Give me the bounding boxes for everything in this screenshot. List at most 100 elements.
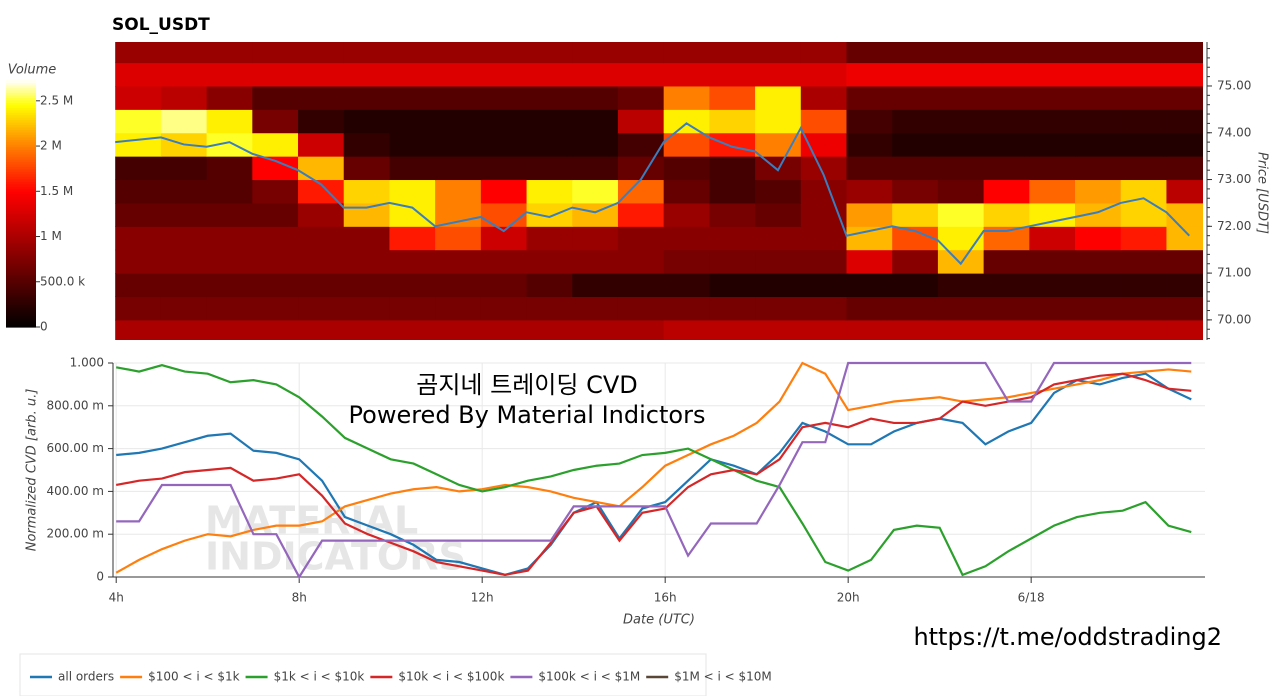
heatmap-cell (663, 319, 710, 340)
heatmap-cell (1029, 156, 1076, 181)
colorbar-step (6, 299, 36, 303)
heatmap-cell (846, 85, 893, 110)
y-tick-label: 74.00 (1217, 125, 1251, 139)
heatmap-cell (343, 273, 390, 297)
heatmap-cell (1166, 85, 1203, 110)
heatmap-cell (892, 109, 939, 134)
heatmap-cell (892, 42, 939, 64)
heatmap-cell (572, 62, 619, 87)
heatmap-cell (755, 132, 802, 157)
heatmap-cell (343, 85, 390, 110)
colorbar-step (6, 215, 36, 219)
heatmap-cell (526, 42, 573, 64)
heatmap-cell (526, 85, 573, 110)
colorbar-step (6, 220, 36, 224)
heatmap-cell (526, 156, 573, 181)
heatmap-cell (663, 109, 710, 134)
colorbar-step (6, 186, 36, 190)
heatmap-cell (755, 42, 802, 64)
colorbar-title: Volume (8, 63, 57, 78)
heatmap-cell (572, 249, 619, 274)
heatmap-cell (663, 226, 710, 251)
heatmap-cell (663, 62, 710, 87)
heatmap-cell (617, 62, 665, 87)
heatmap-cell (1120, 156, 1167, 181)
heatmap-cell (755, 226, 802, 251)
heatmap-cell (892, 249, 939, 274)
colorbar-step (6, 156, 36, 160)
heatmap-cell (800, 42, 847, 64)
colorbar-step (6, 317, 36, 321)
heatmap-cell (435, 296, 482, 321)
legend-label: $10k < i < $100k (398, 670, 504, 684)
heatmap-cell (846, 273, 893, 297)
y-tick-label: 0 (96, 570, 104, 584)
legend-label: $1M < i < $10M (674, 670, 772, 684)
heatmap-cell (572, 85, 619, 110)
heatmap-cell (115, 109, 162, 134)
heatmap-cell (937, 42, 985, 64)
colorbar-step (6, 297, 36, 301)
colorbar-step (6, 314, 36, 318)
heatmap-cell (1166, 179, 1203, 204)
heatmap-cell (160, 42, 208, 64)
heatmap-cell (663, 42, 710, 64)
heatmap-cell (1166, 226, 1203, 251)
heatmap-cell (252, 202, 299, 227)
colorbar-step (6, 136, 36, 140)
heatmap-cell (709, 202, 756, 227)
colorbar-step (6, 92, 36, 96)
heatmap-cell (1029, 319, 1076, 340)
y-tick-label: 75.00 (1217, 78, 1251, 92)
x-tick-label: 16h (654, 591, 677, 605)
heatmap-cell (663, 156, 710, 181)
heatmap-cell (983, 296, 1030, 321)
heatmap-cell (800, 179, 847, 204)
heatmap-cell (617, 179, 665, 204)
heatmap-cell (115, 319, 162, 340)
heatmap-cell (343, 109, 390, 134)
heatmap-cell (480, 249, 528, 274)
heatmap-cell (1029, 109, 1076, 134)
heatmap-cell (252, 85, 299, 110)
heatmap-cell (343, 296, 390, 321)
colorbar-step (6, 159, 36, 163)
heatmap-cell (983, 156, 1030, 181)
x-axis-label: Date (UTC) (623, 613, 695, 628)
heatmap-cell (937, 202, 985, 227)
heatmap-cell (389, 202, 436, 227)
footer-link: https://t.me/oddstrading2 (913, 623, 1222, 651)
colorbar-step (6, 102, 36, 106)
heatmap-cell (937, 179, 985, 204)
heatmap-cell (983, 132, 1030, 157)
heatmap-cell (389, 319, 436, 340)
heatmap-cell (663, 179, 710, 204)
heatmap-cell (937, 85, 985, 110)
heatmap-cell (1075, 273, 1122, 297)
colorbar-step (6, 302, 36, 306)
heatmap-cell (800, 85, 847, 110)
colorbar-step (6, 114, 36, 118)
heatmap-cell (1029, 85, 1076, 110)
heatmap-cell (1166, 296, 1203, 321)
heatmap-cell (526, 202, 573, 227)
colorbar-step (6, 228, 36, 232)
heatmap-cell (800, 62, 847, 87)
y-tick-label: 73.00 (1217, 172, 1251, 186)
colorbar-step (6, 99, 36, 103)
heatmap-cell (1075, 226, 1122, 251)
heatmap-cell (1120, 132, 1167, 157)
series-line (116, 361, 1192, 580)
heatmap-cell (206, 179, 253, 204)
heatmap-cell (206, 202, 253, 227)
heatmap-cell (755, 249, 802, 274)
heatmap-cell (206, 85, 253, 110)
heatmap-cell (252, 226, 299, 251)
colorbar-step (6, 134, 36, 138)
heatmap-cell (160, 202, 208, 227)
heatmap-cell (846, 249, 893, 274)
heatmap-cell (480, 62, 528, 87)
heatmap-cells (115, 42, 1203, 340)
heatmap-cell (343, 62, 390, 87)
heatmap-cell (480, 226, 528, 251)
